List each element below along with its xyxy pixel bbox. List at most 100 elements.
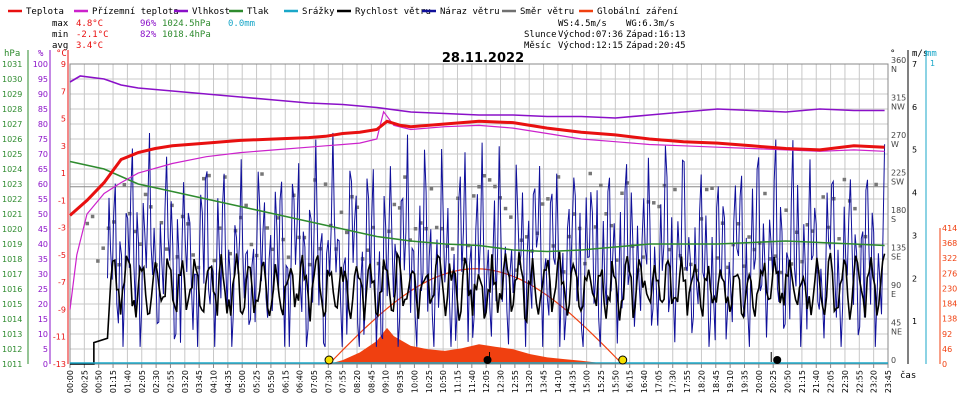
wind-direction-point	[133, 229, 137, 234]
wind-direction-point	[461, 257, 465, 262]
wind-direction-point	[614, 258, 619, 262]
pressure-tick-label: 1016	[2, 285, 22, 294]
x-tick-label: 02:55	[166, 370, 175, 393]
stat-label: min	[52, 30, 68, 40]
radiation-tick-label: 92	[942, 330, 952, 339]
wind-tick-label: 1	[912, 317, 917, 326]
x-tick-label: 22:05	[827, 370, 836, 393]
pressure-tick-label: 1026	[2, 135, 22, 144]
temperature-tick-label: 3	[61, 142, 66, 151]
pressure-tick-label: 1025	[2, 150, 22, 159]
x-tick-label: 20:25	[769, 370, 778, 393]
x-tick-label: 16:15	[626, 370, 635, 393]
stat-min-temp: -2.1°C	[76, 30, 109, 40]
stat-max-hum: 96%	[140, 19, 157, 29]
wind-direction-point	[620, 191, 624, 196]
wind-direction-point	[397, 206, 402, 210]
wind-direction-point	[710, 186, 714, 191]
x-tick-label: 00:00	[66, 370, 75, 393]
stat-label: max	[52, 19, 69, 29]
x-tick-label: 19:35	[740, 370, 749, 393]
wind-direction-point	[307, 262, 312, 267]
wind-direction-point	[805, 223, 810, 227]
rain-tick-label: 1	[930, 59, 935, 68]
wind-direction-point	[212, 258, 217, 263]
radiation-tick-label: 230	[942, 284, 957, 293]
series-wind-gust	[107, 132, 886, 348]
temperature-tick-label: -9	[58, 305, 66, 314]
temperature-tick-label: 9	[61, 60, 66, 69]
temperature-tick-label: 1	[61, 169, 66, 178]
radiation-tick-label: 414	[942, 224, 957, 233]
x-tick-label: 14:10	[554, 370, 563, 393]
radiation-tick-label: 46	[942, 345, 952, 354]
series-humidity	[69, 75, 885, 119]
wind-direction-point	[609, 223, 614, 228]
humidity-tick-label: 25	[38, 285, 48, 294]
wind-direction-point	[138, 242, 142, 246]
pressure-tick-label: 1012	[2, 345, 22, 354]
legend: Teplota Přízemní teplota Vlhkost Tlak Srážky…	[8, 7, 678, 17]
series-wind-speed	[70, 250, 886, 365]
wind-direction-point	[509, 215, 513, 219]
wind-direction-point	[874, 182, 878, 187]
wind-direction-point	[413, 227, 418, 231]
pressure-tick-label: 1017	[2, 270, 22, 279]
wind-direction-point	[472, 194, 476, 198]
wind-direction-point	[800, 259, 804, 264]
wind-direction-point	[339, 210, 344, 215]
wind-direction-point	[858, 244, 863, 248]
temperature-tick-label: -3	[58, 224, 66, 233]
wind-direction-point	[853, 206, 857, 211]
x-tick-label: 12:55	[511, 370, 520, 393]
direction-tick-label: SW	[891, 178, 904, 187]
x-tick-label: 10:00	[410, 370, 419, 393]
wind-axis-unit: m/s	[912, 49, 928, 59]
x-tick-label: 11:40	[468, 370, 477, 393]
x-tick-label: 09:35	[396, 370, 405, 393]
x-tick-label: 15:50	[611, 370, 620, 393]
humidity-tick-label: 60	[38, 180, 48, 189]
wind-direction-point	[641, 255, 645, 259]
pressure-tick-label: 1029	[2, 90, 22, 99]
direction-tick-label: SE	[891, 253, 901, 262]
wind-direction-point	[207, 173, 211, 178]
sun-marker	[618, 355, 628, 365]
direction-tick-label: 180	[891, 206, 906, 215]
wind-direction-point	[779, 270, 783, 275]
x-tick-label: 17:05	[654, 370, 663, 393]
stat-avg-temp: 3.4°C	[76, 41, 103, 51]
sunset-info: Západ:16:13	[626, 30, 686, 40]
wind-direction-point	[487, 178, 492, 182]
temperature-axis-unit: °C	[56, 49, 67, 59]
wind-direction-point	[736, 222, 741, 226]
x-axis-unit: čas	[900, 370, 916, 381]
stat-min-press: 1018.4hPa	[162, 30, 211, 40]
legend-label: Globální záření	[597, 7, 678, 17]
series-pressure	[69, 160, 885, 253]
wind-direction-point	[223, 175, 227, 179]
humidity-tick-label: 40	[38, 240, 48, 249]
wind-direction-point	[371, 225, 375, 230]
direction-tick-label: NW	[891, 103, 905, 112]
x-tick-label: 15:25	[597, 370, 606, 393]
radiation-tick-label: 276	[942, 269, 957, 278]
moonrise-info: Východ:12:15	[558, 41, 623, 51]
pressure-tick-label: 1024	[2, 165, 22, 174]
wind-direction-point	[503, 206, 508, 211]
wind-direction-point	[159, 220, 164, 225]
x-tick-label: 20:00	[755, 370, 764, 393]
x-tick-label: 22:55	[855, 370, 864, 393]
legend-label: Rychlost větru	[355, 7, 431, 17]
humidity-tick-label: 5	[43, 345, 48, 354]
x-tick-label: 21:40	[812, 370, 821, 393]
direction-tick-label: N	[891, 65, 897, 74]
wind-direction-point	[281, 237, 285, 242]
x-tick-label: 03:45	[195, 370, 204, 393]
humidity-tick-label: 85	[38, 105, 48, 114]
direction-tick-label: W	[891, 140, 899, 149]
wind-direction-point	[493, 184, 497, 189]
x-tick-label: 18:20	[697, 370, 706, 393]
wind-direction-point	[652, 201, 656, 205]
